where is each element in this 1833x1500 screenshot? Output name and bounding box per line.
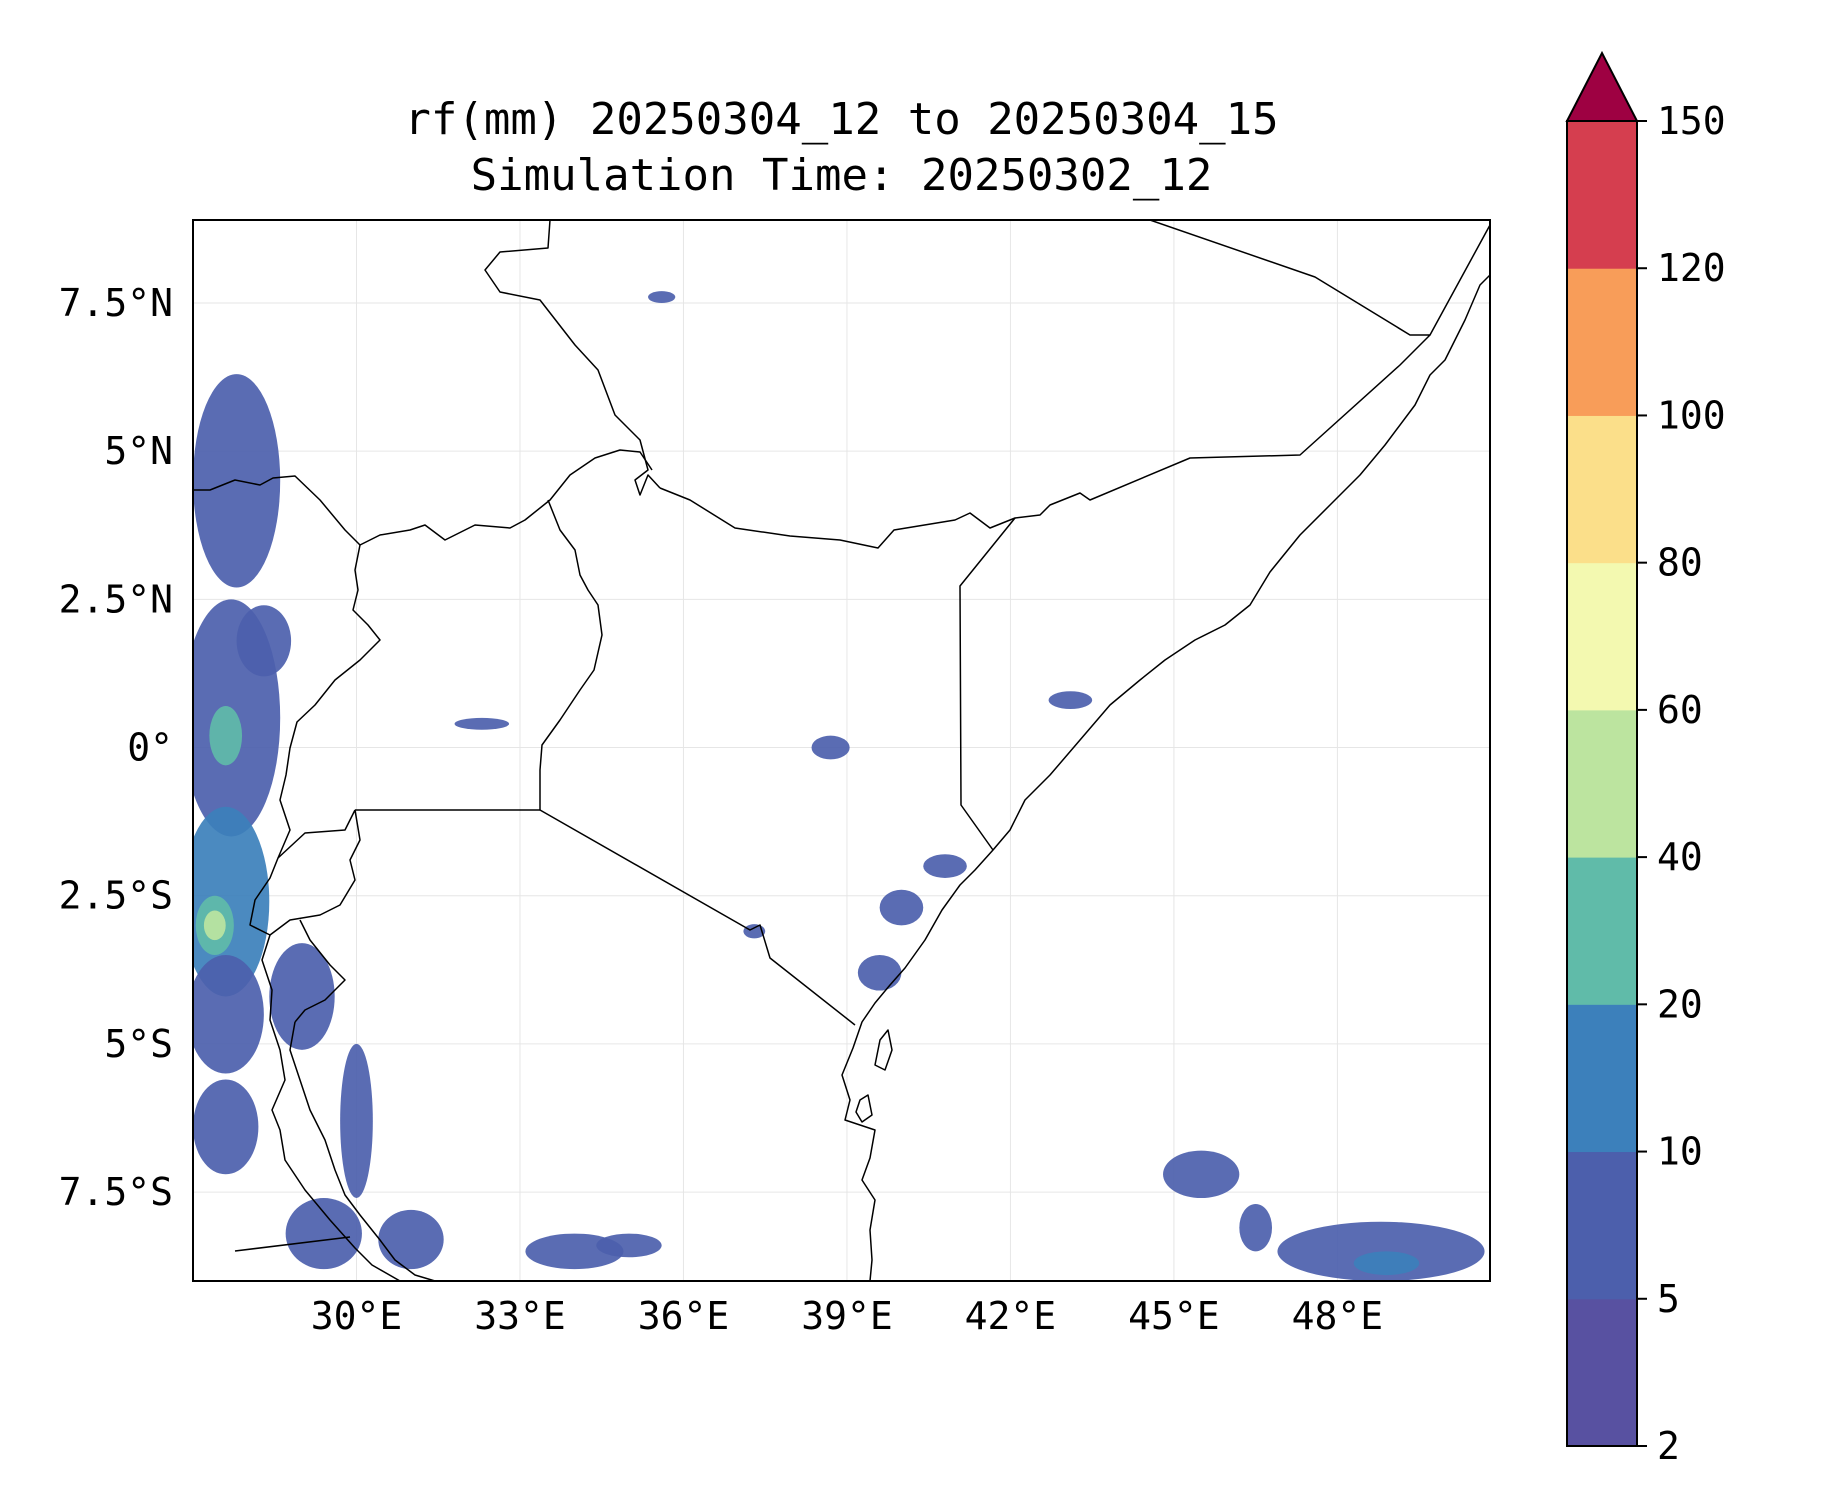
rainfall-patch (923, 854, 967, 878)
colorbar-segment (1567, 121, 1637, 269)
rainfall-patch (743, 924, 766, 939)
border-uganda-drc (277, 544, 381, 859)
colorbar-segment (1567, 1004, 1637, 1153)
colorbar-tick-label: 10 (1657, 1130, 1703, 1174)
border-lake-tanganyika-west (261, 934, 401, 1281)
border-south-sudan-ethiopia (484, 220, 661, 496)
x-tick-label: 39°E (801, 1294, 893, 1338)
x-tick-label: 33°E (474, 1294, 566, 1338)
colorbar-tick-label: 80 (1657, 541, 1703, 585)
map-gridlines (193, 220, 1490, 1281)
rainfall-patch (285, 1198, 362, 1270)
rainfall-patch (1277, 1221, 1485, 1281)
zanzibar-island (874, 1029, 893, 1071)
y-tick-label: 5°N (104, 429, 173, 473)
border-burundi-tanzania (294, 919, 346, 1023)
border-uganda-kenya (539, 499, 603, 810)
colorbar-segment (1567, 1298, 1637, 1447)
rainfall-patch (811, 735, 850, 760)
x-tick-label: 36°E (638, 1294, 730, 1338)
x-tick-label: 30°E (311, 1294, 403, 1338)
x-tick-label: 48°E (1292, 1294, 1384, 1338)
colorbar-tick-label: 20 (1657, 982, 1703, 1026)
colorbar-tick-label: 150 (1657, 99, 1726, 143)
rainfall-patch (879, 889, 924, 926)
colorbar-tick-label: 120 (1657, 246, 1726, 290)
rainfall-patch (596, 1233, 662, 1258)
border-kenya-somalia (959, 517, 1016, 851)
map-title-line-2: Simulation Time: 20250302_12 (470, 150, 1213, 201)
rainfall-patch (1048, 691, 1093, 710)
colorbar-tick-label: 40 (1657, 835, 1703, 879)
rainfall-patch (378, 1209, 444, 1270)
colorbar-tick-label: 60 (1657, 688, 1703, 732)
rainfall-patch (193, 955, 264, 1074)
x-tick-label: 42°E (965, 1294, 1057, 1338)
x-axis-ticks: 30°E 33°E 36°E 39°E 42°E 45°E 48°E (311, 1294, 1383, 1338)
colorbar-tick-label: 5 (1657, 1277, 1680, 1321)
border-uganda-south-sudan (193, 449, 653, 546)
y-tick-label: 7.5°N (59, 281, 173, 325)
border-ethiopia-somalia-north (1429, 224, 1490, 336)
y-tick-label: 0° (127, 726, 173, 770)
rainfall-patch (648, 291, 676, 303)
rainfall-patch (203, 910, 226, 941)
mafia-island (855, 1094, 873, 1123)
rainfall-patch (209, 706, 243, 766)
border-ethiopia-kenya-somalia (659, 220, 1431, 549)
colorbar-frame (1566, 120, 1638, 1447)
colorbar: 2 5 10 20 40 60 80 100 120 150 (1565, 50, 1726, 1468)
rainfall-patch (236, 605, 292, 677)
colorbar-segment (1567, 268, 1637, 416)
colorbar-segment (1567, 1151, 1637, 1300)
colorbar-segment (1567, 857, 1637, 1005)
rainfall-patch (193, 1079, 259, 1175)
colorbar-tick-label: 100 (1657, 393, 1726, 437)
colorbar-tick-label: 2 (1657, 1424, 1680, 1468)
country-borders (193, 220, 1490, 1281)
rainfall-patch (454, 717, 510, 730)
y-tick-label: 7.5°S (59, 1170, 173, 1214)
colorbar-extend-arrow (1565, 50, 1639, 122)
rainfall-patch (1163, 1150, 1240, 1199)
colorbar-segment (1567, 562, 1637, 711)
rainfall-patch (857, 954, 902, 991)
border-kenya-tanzania (539, 809, 856, 1026)
rainfall-patch (269, 943, 335, 1050)
rainfall-patch (1353, 1251, 1420, 1276)
rainfall-patch (1239, 1203, 1273, 1252)
map-frame (192, 219, 1491, 1282)
y-axis-ticks: 7.5°N 5°N 2.5°N 0° 2.5°S 5°S 7.5°S (59, 281, 173, 1214)
y-tick-label: 2.5°N (59, 577, 173, 621)
rainfall-fill-layer (193, 291, 1485, 1281)
rainfall-patch (340, 1043, 373, 1199)
coastline-somalia-kenya (841, 274, 1490, 1281)
border-lake-tanganyika-east (289, 1021, 436, 1281)
x-tick-label: 45°E (1128, 1294, 1220, 1338)
colorbar-segment (1567, 415, 1637, 564)
y-tick-label: 5°S (104, 1022, 173, 1066)
colorbar-segment (1567, 709, 1637, 858)
border-tanzania-zambia (234, 1236, 351, 1252)
map-title-line-1: rf(mm) 20250304_12 to 20250304_15 (404, 94, 1279, 145)
y-tick-label: 2.5°S (59, 874, 173, 918)
